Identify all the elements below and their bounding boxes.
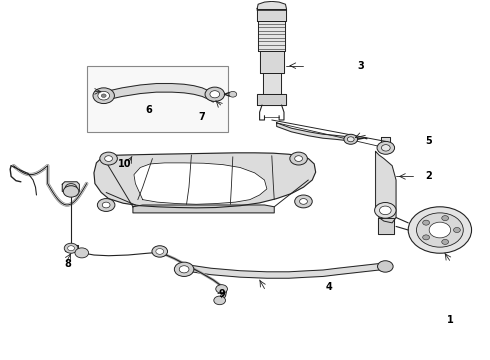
Circle shape <box>377 141 394 154</box>
Text: 8: 8 <box>65 259 72 269</box>
Circle shape <box>294 195 312 208</box>
Circle shape <box>210 91 220 98</box>
Text: 4: 4 <box>325 282 332 292</box>
Circle shape <box>377 261 393 272</box>
Circle shape <box>408 207 471 253</box>
Polygon shape <box>257 94 287 105</box>
Circle shape <box>294 156 302 161</box>
Circle shape <box>205 87 224 102</box>
Circle shape <box>423 235 430 240</box>
Polygon shape <box>277 123 349 141</box>
Circle shape <box>381 145 390 151</box>
Circle shape <box>423 220 430 225</box>
Polygon shape <box>257 1 287 10</box>
Circle shape <box>214 296 225 305</box>
Circle shape <box>454 228 460 233</box>
Polygon shape <box>381 137 390 152</box>
Polygon shape <box>263 73 281 94</box>
Circle shape <box>416 213 463 247</box>
Circle shape <box>299 199 307 204</box>
Circle shape <box>442 216 448 221</box>
Text: 10: 10 <box>118 159 132 169</box>
Circle shape <box>75 248 89 258</box>
Circle shape <box>98 199 115 211</box>
Polygon shape <box>62 182 79 192</box>
Polygon shape <box>258 21 286 51</box>
Bar <box>87 66 228 132</box>
Circle shape <box>68 246 74 251</box>
Circle shape <box>374 203 396 218</box>
Polygon shape <box>65 245 78 251</box>
Circle shape <box>98 91 110 100</box>
Circle shape <box>429 222 451 238</box>
Circle shape <box>63 186 79 197</box>
Text: 6: 6 <box>145 105 152 115</box>
Circle shape <box>156 249 164 254</box>
Polygon shape <box>134 163 267 204</box>
Polygon shape <box>94 153 316 208</box>
Text: 5: 5 <box>425 136 432 146</box>
Circle shape <box>290 152 307 165</box>
Text: 9: 9 <box>218 289 225 299</box>
Circle shape <box>100 152 117 165</box>
Polygon shape <box>187 263 385 278</box>
Polygon shape <box>260 51 284 73</box>
Circle shape <box>101 94 106 98</box>
Polygon shape <box>133 205 274 213</box>
Circle shape <box>347 137 354 142</box>
Circle shape <box>174 262 194 276</box>
Polygon shape <box>106 84 213 102</box>
Circle shape <box>379 206 391 215</box>
Circle shape <box>442 239 448 244</box>
Circle shape <box>152 246 168 257</box>
Circle shape <box>102 202 110 208</box>
Polygon shape <box>257 9 287 21</box>
Circle shape <box>93 88 115 104</box>
Circle shape <box>65 184 77 192</box>
Circle shape <box>179 266 189 273</box>
Circle shape <box>105 156 113 161</box>
Polygon shape <box>375 152 396 223</box>
Circle shape <box>229 91 237 97</box>
Circle shape <box>216 285 227 293</box>
Text: 3: 3 <box>357 61 364 71</box>
Circle shape <box>64 243 78 253</box>
Circle shape <box>344 134 358 144</box>
Text: 1: 1 <box>447 315 454 325</box>
Text: 2: 2 <box>425 171 432 181</box>
Text: 7: 7 <box>199 112 205 122</box>
Polygon shape <box>377 217 393 234</box>
